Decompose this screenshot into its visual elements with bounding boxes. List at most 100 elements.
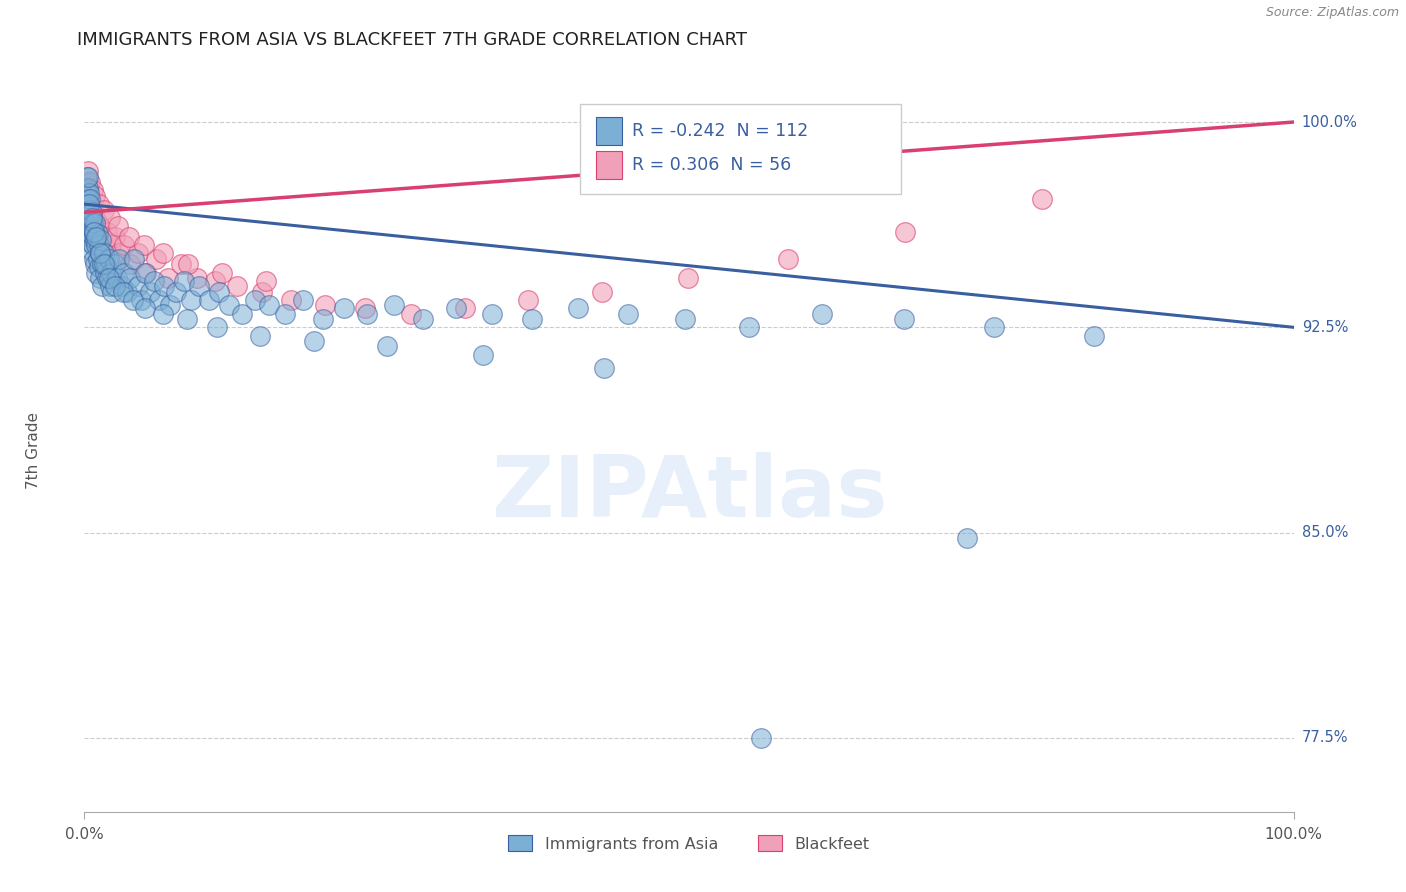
Point <box>983 320 1005 334</box>
Point <box>211 266 233 280</box>
Point <box>143 274 166 288</box>
Point <box>356 307 378 321</box>
Point <box>94 266 117 280</box>
Point <box>105 271 128 285</box>
Point <box>97 271 120 285</box>
Point <box>399 307 422 321</box>
Point <box>472 348 495 362</box>
Point <box>254 274 277 288</box>
Point <box>77 211 100 225</box>
Text: 7th Grade: 7th Grade <box>27 412 41 489</box>
Point <box>93 202 115 217</box>
Point <box>153 279 176 293</box>
Point <box>87 233 110 247</box>
Point <box>108 246 131 260</box>
Point <box>83 252 105 266</box>
Point <box>98 211 121 225</box>
Point <box>186 271 208 285</box>
Point <box>314 298 336 312</box>
Point <box>454 301 477 315</box>
Point <box>77 197 100 211</box>
Point <box>180 293 202 307</box>
Point <box>77 219 100 233</box>
Point <box>89 246 111 260</box>
Point <box>82 184 104 198</box>
Point <box>84 216 107 230</box>
Text: Source: ZipAtlas.com: Source: ZipAtlas.com <box>1265 6 1399 20</box>
Point <box>134 301 156 315</box>
Text: 85.0%: 85.0% <box>1302 525 1348 540</box>
Point <box>94 241 117 255</box>
Point <box>107 219 129 233</box>
Point <box>292 293 315 307</box>
Point <box>412 312 434 326</box>
Point <box>86 238 108 252</box>
FancyBboxPatch shape <box>596 118 623 145</box>
Point <box>77 192 100 206</box>
Point <box>676 271 699 285</box>
Point <box>170 257 193 271</box>
Point <box>198 293 221 307</box>
Point <box>82 230 104 244</box>
FancyBboxPatch shape <box>581 103 901 194</box>
Point <box>567 301 589 315</box>
Point <box>152 246 174 260</box>
Point <box>104 257 127 271</box>
Point <box>311 312 333 326</box>
Point <box>121 293 143 307</box>
Point <box>77 225 100 239</box>
Point <box>274 307 297 321</box>
Text: R = 0.306  N = 56: R = 0.306 N = 56 <box>633 156 792 174</box>
Point <box>77 186 100 201</box>
Point <box>90 233 112 247</box>
Text: IMMIGRANTS FROM ASIA VS BLACKFEET 7TH GRADE CORRELATION CHART: IMMIGRANTS FROM ASIA VS BLACKFEET 7TH GR… <box>77 31 748 49</box>
Point <box>259 298 281 312</box>
Point <box>129 293 152 307</box>
Point <box>148 293 170 307</box>
Point <box>673 312 696 326</box>
Point <box>77 180 100 194</box>
Point <box>80 211 103 225</box>
Point <box>83 225 105 239</box>
Point <box>80 244 103 258</box>
Point <box>152 307 174 321</box>
Legend: Immigrants from Asia, Blackfeet: Immigrants from Asia, Blackfeet <box>502 829 876 858</box>
Point <box>617 307 640 321</box>
Point <box>894 225 917 239</box>
Point <box>204 274 226 288</box>
Point <box>94 257 117 271</box>
Point <box>79 197 101 211</box>
Point <box>108 252 131 266</box>
Point <box>104 230 127 244</box>
Point <box>86 266 108 280</box>
Point <box>207 285 229 299</box>
Point <box>75 184 97 198</box>
Point <box>77 169 100 184</box>
Point <box>118 230 141 244</box>
Point <box>1083 328 1105 343</box>
Point <box>145 252 167 266</box>
Point <box>122 252 145 266</box>
Point <box>156 271 179 285</box>
Point <box>86 230 108 244</box>
Point <box>250 285 273 299</box>
Point <box>188 279 211 293</box>
Point <box>93 246 115 260</box>
Point <box>96 225 118 239</box>
Point <box>76 175 98 189</box>
Point <box>159 298 181 312</box>
Point <box>89 246 111 260</box>
Point <box>120 271 142 285</box>
Point <box>127 279 149 293</box>
Point <box>77 230 100 244</box>
Point <box>120 257 142 271</box>
Point <box>101 285 124 299</box>
Point <box>79 175 101 189</box>
Point <box>444 301 467 315</box>
Point <box>173 274 195 288</box>
Point <box>96 271 118 285</box>
Point <box>91 279 114 293</box>
Point <box>77 208 100 222</box>
Text: 77.5%: 77.5% <box>1302 731 1348 746</box>
Point <box>243 293 266 307</box>
